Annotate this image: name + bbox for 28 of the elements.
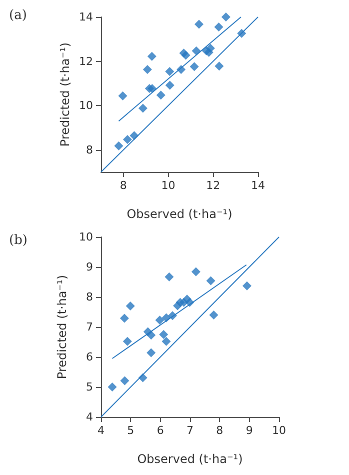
y-tick-label: 12 [79, 54, 93, 68]
y-axis-title: Predicted (t·ha⁻¹) [55, 274, 70, 380]
x-tick-label: 8 [216, 424, 224, 437]
y-tick-label: 4 [86, 410, 93, 424]
x-tick-label: 10 [161, 179, 176, 192]
y-tick-label: 8 [86, 143, 93, 156]
x-tick-label: 5 [127, 424, 134, 437]
y-tick-label: 9 [86, 260, 93, 274]
x-axis-title: Observed (t·ha⁻¹) [137, 452, 243, 466]
x-tick-label: 6 [156, 424, 164, 437]
x-axis-title: Observed (t·ha⁻¹) [126, 207, 232, 221]
y-axis-title: Predicted (t·ha⁻¹) [58, 42, 72, 147]
y-tick-label: 8 [86, 290, 93, 304]
x-tick-label: 12 [206, 179, 220, 192]
chart-title: (b) [9, 233, 28, 248]
x-tick-label: 10 [272, 424, 286, 437]
x-tick-label: 9 [246, 424, 253, 437]
y-tick-label: 6 [86, 350, 93, 364]
y-tick-label: 5 [86, 380, 93, 394]
x-tick-label: 4 [98, 424, 104, 437]
x-tick-label: 7 [186, 424, 194, 437]
chart-title: (a) [9, 8, 27, 23]
y-tick-label: 10 [79, 99, 93, 112]
y-tick-label: 7 [86, 320, 93, 334]
x-tick-label: 14 [251, 179, 265, 192]
y-tick-label: 14 [79, 10, 93, 24]
y-tick-label: 10 [79, 230, 93, 244]
x-tick-label: 8 [120, 179, 127, 192]
